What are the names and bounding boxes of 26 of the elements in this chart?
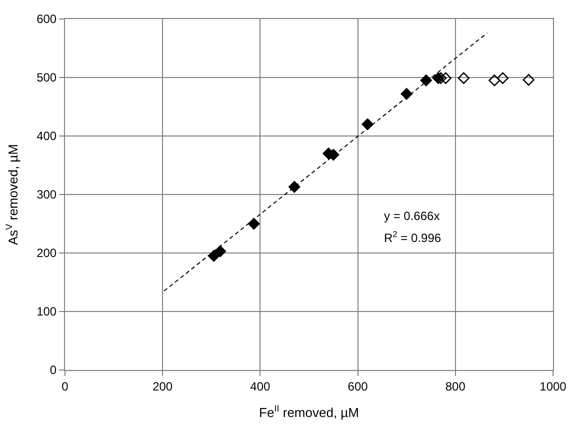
y-tick-label: 0 (50, 363, 57, 378)
annotation: y = 0.666x (384, 209, 440, 223)
x-tick-label: 600 (348, 379, 368, 394)
point (522, 74, 534, 86)
y-tick-label: 200 (36, 246, 57, 260)
point (420, 74, 432, 86)
point (214, 245, 226, 258)
y-tick-label: 100 (36, 304, 57, 319)
annotation: R$^{2}$ = 0.996 (384, 229, 442, 246)
x-tick-label: 200 (152, 379, 173, 394)
point (288, 181, 300, 193)
x-tick-label: 400 (250, 379, 271, 394)
y-tick-label: 500 (36, 70, 57, 85)
x-tick-label: 1000 (540, 379, 567, 394)
y-tick-label: 600 (36, 12, 57, 26)
point (458, 72, 470, 84)
point (488, 74, 500, 86)
point (400, 88, 412, 100)
x-tick-label: 0 (62, 379, 69, 394)
point (248, 218, 260, 230)
x-tick-label: 800 (445, 379, 466, 394)
y-tick-label: 300 (36, 188, 57, 202)
point (496, 72, 509, 84)
point (362, 118, 374, 130)
x-axis-title: Fe$^{II}$ removed, µM (259, 404, 359, 420)
y-tick-label: 400 (36, 129, 57, 144)
